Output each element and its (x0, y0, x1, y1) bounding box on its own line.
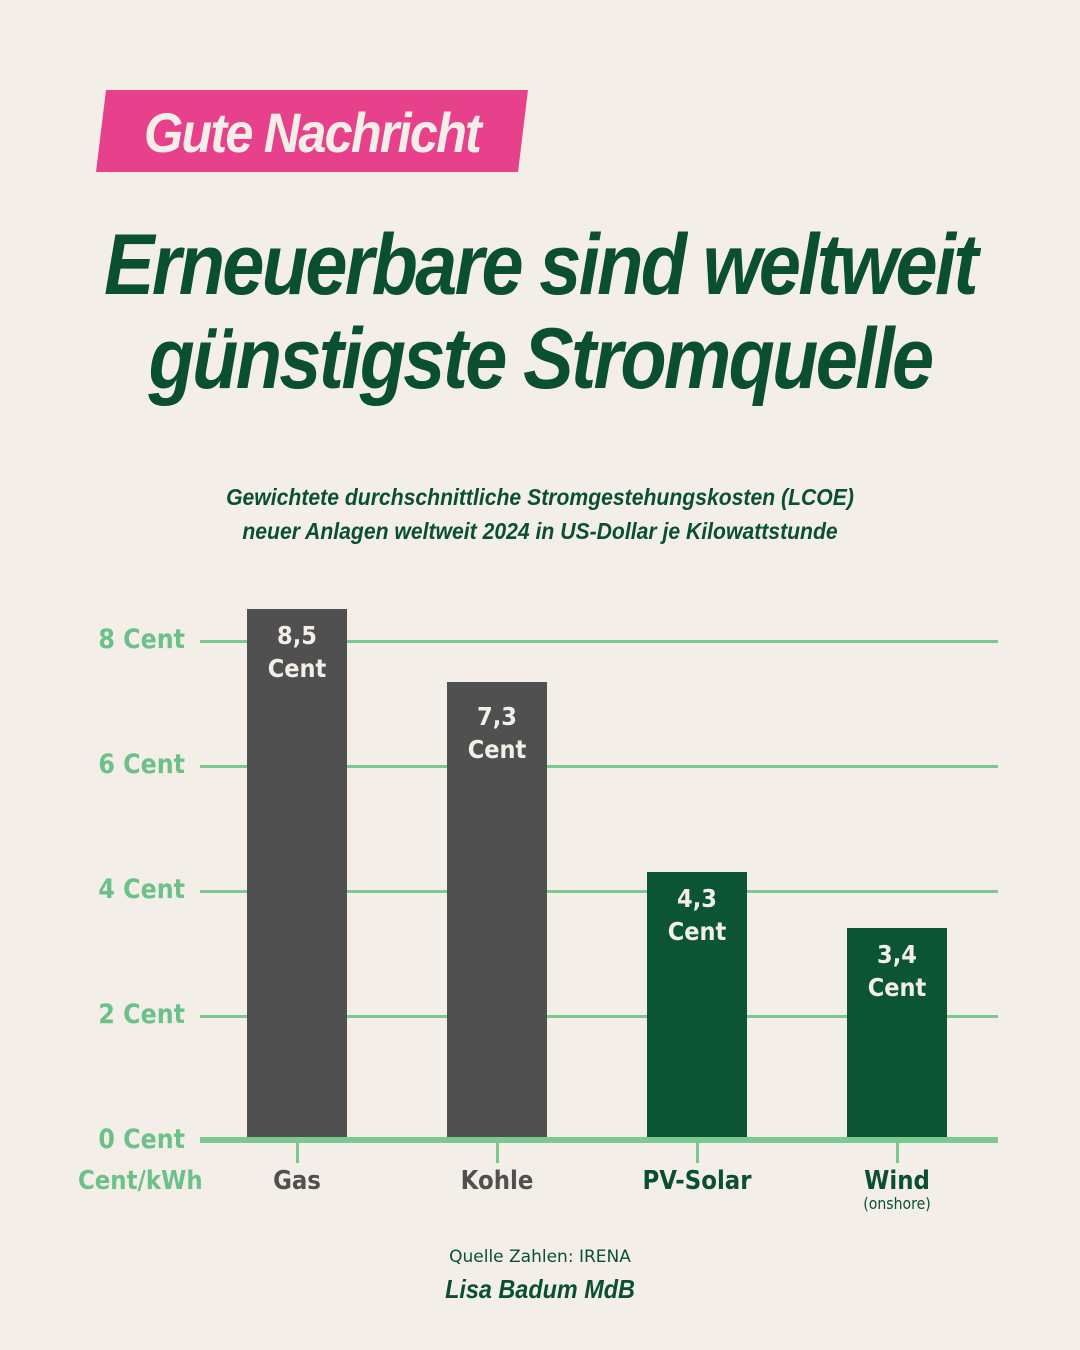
x-label-wind: Wind (onshore) (809, 1166, 985, 1213)
good-news-badge: Gute Nachricht (96, 90, 528, 172)
title-line-1: Erneuerbare sind weltweit (104, 217, 979, 313)
title-line-2: günstigste Stromquelle (148, 311, 935, 407)
bar-value-label: 3,4 Cent (867, 940, 927, 1002)
subtitle-line-2: neuer Anlagen weltweit 2024 in US-Dollar… (242, 518, 838, 544)
x-tick (896, 1143, 899, 1163)
x-label-pv-solar: PV-Solar (642, 1166, 752, 1196)
x-label-kohle: Kohle (460, 1166, 534, 1196)
x-sublabel-onshore: (onshore) (863, 1194, 931, 1213)
chart-subtitle: Gewichtete durchschnittliche Stromgesteh… (43, 480, 1037, 548)
gridline-8 (200, 640, 998, 643)
y-axis-unit: Cent/kWh (78, 1166, 203, 1196)
x-axis-line (200, 1137, 998, 1143)
subtitle-line-1: Gewichtete durchschnittliche Stromgesteh… (226, 484, 854, 510)
y-tick-label: 6 Cent (98, 749, 185, 780)
x-label-gas: Gas (273, 1166, 321, 1196)
bar-pv-solar: 4,3 Cent (647, 872, 747, 1140)
y-tick-label: 4 Cent (98, 874, 185, 905)
bar-value-label: 8,5 Cent (267, 621, 327, 683)
bar-value-label: 7,3 Cent (467, 702, 527, 764)
source-note: Quelle Zahlen: IRENA (449, 1247, 631, 1267)
bar-value-label: 4,3 Cent (667, 884, 727, 946)
y-tick-label: 8 Cent (98, 624, 185, 655)
x-tick (296, 1143, 299, 1163)
gridline-2 (200, 1015, 998, 1018)
x-tick (496, 1143, 499, 1163)
bar-kohle: 7,3 Cent (447, 682, 547, 1140)
bar-wind: 3,4 Cent (847, 928, 947, 1140)
bar-gas: 8,5 Cent (247, 609, 347, 1140)
y-tick-label: 0 Cent (98, 1124, 185, 1155)
page-title: Erneuerbare sind weltweit günstigste Str… (65, 218, 1015, 406)
x-tick (696, 1143, 699, 1163)
author-signature: Lisa Badum MdB (445, 1274, 635, 1304)
badge-label: Gute Nachricht (143, 101, 481, 164)
gridline-4 (200, 890, 998, 893)
y-tick-label: 2 Cent (98, 999, 185, 1030)
gridline-6 (200, 765, 998, 768)
